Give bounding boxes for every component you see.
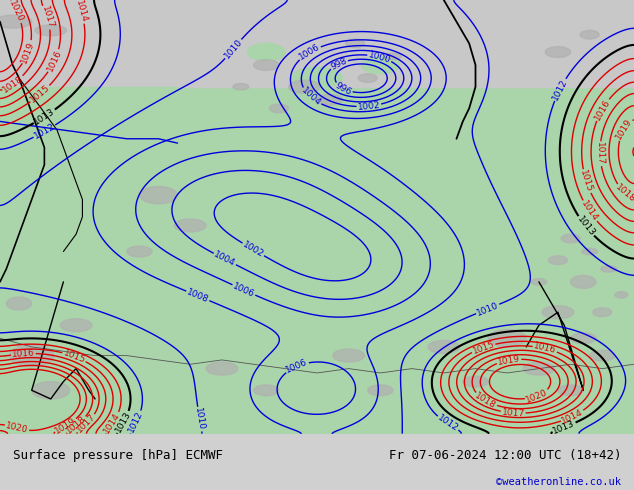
Text: 1012: 1012 — [127, 410, 145, 434]
Ellipse shape — [139, 187, 178, 204]
Ellipse shape — [523, 362, 555, 375]
Text: 1018: 1018 — [474, 391, 498, 410]
Text: 1006: 1006 — [231, 281, 256, 299]
Ellipse shape — [488, 330, 526, 347]
Text: 1016: 1016 — [46, 49, 63, 73]
Text: 1006: 1006 — [285, 358, 309, 375]
Text: 1017: 1017 — [40, 5, 55, 30]
Ellipse shape — [10, 345, 54, 367]
Text: 1010: 1010 — [476, 300, 500, 318]
Ellipse shape — [590, 350, 615, 361]
Text: 1016: 1016 — [593, 98, 612, 122]
Ellipse shape — [361, 56, 399, 74]
Ellipse shape — [317, 94, 342, 105]
Ellipse shape — [542, 306, 574, 318]
Ellipse shape — [545, 47, 571, 57]
Text: 1015: 1015 — [471, 340, 496, 356]
Ellipse shape — [358, 74, 377, 82]
Ellipse shape — [32, 382, 70, 399]
Text: 1013: 1013 — [552, 418, 576, 436]
Ellipse shape — [428, 341, 460, 353]
Text: 1016: 1016 — [533, 342, 557, 355]
Ellipse shape — [346, 39, 365, 48]
Text: 1004: 1004 — [299, 86, 323, 108]
Text: 1002: 1002 — [241, 240, 266, 259]
Text: 1020: 1020 — [525, 388, 549, 404]
Ellipse shape — [396, 89, 428, 102]
Text: 1004: 1004 — [212, 250, 237, 269]
Ellipse shape — [561, 234, 580, 243]
Text: 1018: 1018 — [614, 183, 634, 204]
Text: Surface pressure [hPa] ECMWF: Surface pressure [hPa] ECMWF — [13, 448, 223, 462]
Text: 1018: 1018 — [1, 74, 25, 95]
Ellipse shape — [269, 104, 288, 113]
Text: 1014: 1014 — [579, 199, 600, 223]
Text: 1017: 1017 — [75, 412, 98, 435]
Text: 1020: 1020 — [8, 0, 25, 24]
Text: 1010: 1010 — [193, 407, 206, 431]
Ellipse shape — [615, 292, 628, 298]
Text: 1017: 1017 — [595, 142, 605, 165]
Text: 1008: 1008 — [185, 287, 210, 304]
Text: 1019: 1019 — [54, 416, 78, 436]
Ellipse shape — [206, 362, 238, 375]
Text: 1013: 1013 — [113, 410, 133, 434]
Text: 1020: 1020 — [5, 421, 29, 435]
Text: 1019: 1019 — [497, 354, 521, 367]
Ellipse shape — [385, 53, 401, 60]
Ellipse shape — [601, 266, 616, 272]
Text: 1013: 1013 — [32, 107, 56, 126]
Text: 1019: 1019 — [614, 117, 633, 141]
Text: 1012: 1012 — [436, 414, 460, 434]
Text: Fr 07-06-2024 12:00 UTC (18+42): Fr 07-06-2024 12:00 UTC (18+42) — [389, 448, 621, 462]
Text: 1010: 1010 — [223, 37, 244, 61]
Ellipse shape — [531, 279, 547, 285]
Text: 1013: 1013 — [575, 215, 597, 238]
Text: 1014: 1014 — [560, 407, 585, 425]
Ellipse shape — [35, 25, 67, 36]
Text: 1012: 1012 — [32, 122, 56, 141]
Text: 1016: 1016 — [11, 348, 35, 359]
Text: 1014: 1014 — [74, 0, 88, 24]
Ellipse shape — [593, 308, 612, 317]
Ellipse shape — [558, 385, 583, 396]
Text: 1015: 1015 — [62, 348, 87, 365]
Ellipse shape — [288, 98, 320, 111]
Ellipse shape — [0, 15, 32, 28]
Text: 998: 998 — [329, 56, 349, 72]
Text: 1015: 1015 — [578, 169, 594, 194]
Ellipse shape — [463, 376, 488, 387]
Text: 1019: 1019 — [20, 40, 36, 65]
Ellipse shape — [247, 44, 285, 61]
Ellipse shape — [127, 246, 152, 257]
Ellipse shape — [548, 256, 567, 265]
Ellipse shape — [368, 385, 393, 396]
Text: 1000: 1000 — [367, 50, 392, 65]
Ellipse shape — [60, 318, 92, 332]
Ellipse shape — [254, 60, 279, 71]
Ellipse shape — [174, 219, 206, 232]
Text: 1006: 1006 — [297, 43, 321, 62]
Ellipse shape — [6, 297, 32, 310]
Ellipse shape — [571, 275, 596, 289]
Text: ©weatheronline.co.uk: ©weatheronline.co.uk — [496, 477, 621, 487]
Text: 1012: 1012 — [550, 77, 569, 102]
Ellipse shape — [571, 333, 596, 343]
Ellipse shape — [292, 67, 342, 89]
Polygon shape — [178, 0, 634, 87]
Ellipse shape — [333, 349, 365, 362]
Ellipse shape — [233, 83, 249, 90]
Ellipse shape — [582, 248, 598, 255]
Text: 996: 996 — [333, 81, 353, 97]
Bar — [0, 87, 634, 434]
Text: 1018: 1018 — [65, 414, 88, 436]
Text: 1002: 1002 — [357, 100, 381, 112]
Ellipse shape — [327, 100, 371, 117]
Text: 1014: 1014 — [103, 411, 122, 435]
Ellipse shape — [288, 80, 320, 93]
Ellipse shape — [580, 30, 599, 39]
Text: 1017: 1017 — [501, 408, 525, 418]
Ellipse shape — [254, 385, 279, 396]
Text: 1015: 1015 — [29, 83, 52, 105]
